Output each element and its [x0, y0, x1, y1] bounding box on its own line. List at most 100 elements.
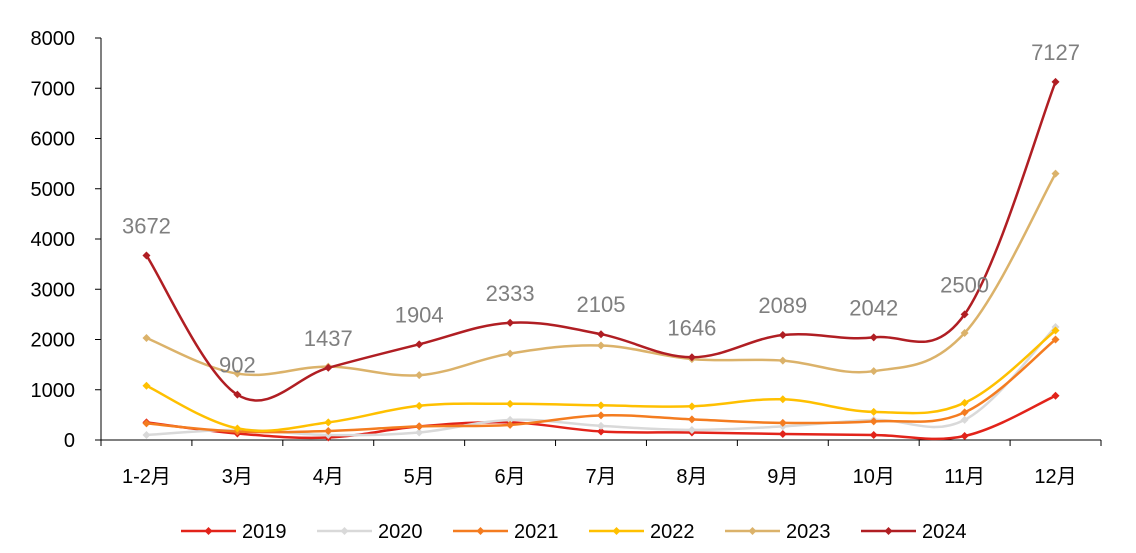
- data-point-2023: [869, 367, 878, 376]
- legend-label-2023: 2023: [786, 521, 831, 543]
- x-tick-label: 3月: [222, 466, 253, 488]
- data-point-2019: [778, 429, 787, 438]
- legend-label-2022: 2022: [650, 521, 695, 543]
- data-point-2024: [233, 390, 242, 399]
- x-tick-label: 6月: [495, 466, 526, 488]
- data-label: 2042: [849, 295, 898, 320]
- series-2024: [142, 77, 1060, 402]
- data-point-2020: [687, 425, 696, 434]
- y-tick-label: 2000: [31, 330, 76, 352]
- data-label: 902: [219, 353, 256, 378]
- data-point-2019: [960, 431, 969, 440]
- data-point-2021: [687, 415, 696, 424]
- series-line-2020: [146, 326, 1057, 437]
- data-point-2021: [597, 411, 605, 420]
- data-point-2021: [960, 408, 969, 417]
- x-tick-label: 8月: [676, 466, 707, 488]
- legend-item-2019: 2019: [181, 521, 287, 543]
- data-point-2022: [1051, 326, 1060, 335]
- y-tick-label: 8000: [31, 28, 76, 50]
- x-tick-label: 9月: [767, 466, 798, 488]
- x-tick-label: 12月: [1034, 466, 1076, 488]
- data-point-2022: [233, 424, 242, 433]
- data-point-2021: [506, 420, 515, 429]
- data-point-2021: [869, 417, 878, 426]
- legend-label-2020: 2020: [378, 521, 423, 543]
- data-point-2023: [415, 371, 424, 380]
- data-point-2024: [597, 330, 605, 339]
- series-layer: [142, 77, 1060, 442]
- legend-marker-2019: [204, 527, 213, 535]
- data-point-2023: [960, 328, 969, 337]
- data-point-2021: [778, 418, 787, 427]
- data-point-2019: [597, 427, 605, 436]
- legend: 2019 2020 2021 2022 2023 2024: [181, 521, 967, 543]
- data-point-2021: [324, 426, 333, 435]
- x-tick-label: 11月: [944, 466, 985, 488]
- legend-marker-2024: [884, 527, 893, 535]
- data-point-2024: [1051, 77, 1060, 86]
- legend-item-2020: 2020: [317, 521, 423, 543]
- data-point-2020: [506, 415, 515, 424]
- x-tick-label: 7月: [585, 466, 616, 488]
- legend-marker-2021: [476, 527, 485, 535]
- data-point-2023: [506, 349, 515, 358]
- data-label: 3672: [122, 213, 171, 238]
- data-point-2022: [142, 381, 151, 390]
- data-labels: 3672 902 1437 1904 2333 2105 1646 2089 2042 2500 7…: [122, 40, 1080, 378]
- legend-item-2023: 2023: [725, 521, 831, 543]
- data-point-2021: [415, 422, 424, 431]
- data-point-2023: [1051, 169, 1060, 178]
- x-tick-label: 1-2月: [122, 466, 171, 488]
- legend-marker-2023: [748, 527, 757, 535]
- data-point-2022: [324, 418, 333, 427]
- data-label: 1437: [304, 326, 353, 351]
- data-point-2023: [233, 369, 242, 378]
- x-tick-label: 4月: [313, 466, 344, 488]
- legend-label-2021: 2021: [514, 521, 559, 543]
- data-label: 2089: [758, 293, 807, 318]
- data-point-2021: [1051, 335, 1060, 344]
- data-label: 1904: [395, 302, 444, 327]
- data-point-2021: [142, 419, 151, 428]
- series-line-2023: [145, 173, 1057, 377]
- legend-item-2024: 2024: [861, 521, 967, 543]
- data-point-2022: [415, 401, 424, 410]
- data-point-2020: [415, 428, 424, 437]
- x-tick-label: 10月: [853, 466, 895, 488]
- data-point-2022: [597, 401, 605, 410]
- data-point-2022: [778, 395, 787, 404]
- x-tick-label: 5月: [404, 466, 435, 488]
- data-point-2020: [960, 415, 969, 424]
- data-point-2023: [597, 341, 605, 350]
- y-tick-label: 5000: [31, 179, 76, 201]
- data-point-2024: [415, 340, 424, 349]
- data-point-2022: [687, 402, 696, 411]
- y-tick-label: 7000: [31, 78, 76, 100]
- data-label: 2500: [940, 272, 989, 297]
- y-tick-label: 6000: [31, 129, 76, 151]
- legend-item-2021: 2021: [453, 521, 559, 543]
- data-point-2024: [687, 353, 696, 362]
- data-point-2023: [142, 333, 151, 342]
- data-point-2024: [960, 310, 969, 319]
- data-point-2024: [778, 331, 787, 340]
- data-point-2019: [869, 430, 878, 439]
- legend-marker-2022: [612, 527, 621, 535]
- data-point-2022: [960, 398, 969, 407]
- axes: 0 1000 2000 3000 4000 5000 6000 7000 8000 1-2月 3月 4…: [31, 28, 1102, 488]
- data-label: 1646: [667, 315, 716, 340]
- data-point-2019: [1051, 391, 1060, 400]
- y-tick-label: 0: [64, 430, 75, 452]
- data-label: 2333: [486, 281, 535, 306]
- series-2021: [142, 335, 1060, 436]
- data-point-2024: [506, 318, 515, 327]
- data-point-2020: [597, 421, 605, 430]
- y-tick-label: 1000: [31, 380, 76, 402]
- data-point-2024: [324, 363, 333, 372]
- data-point-2024: [142, 251, 151, 260]
- data-point-2023: [778, 356, 787, 365]
- legend-marker-2020: [340, 527, 349, 535]
